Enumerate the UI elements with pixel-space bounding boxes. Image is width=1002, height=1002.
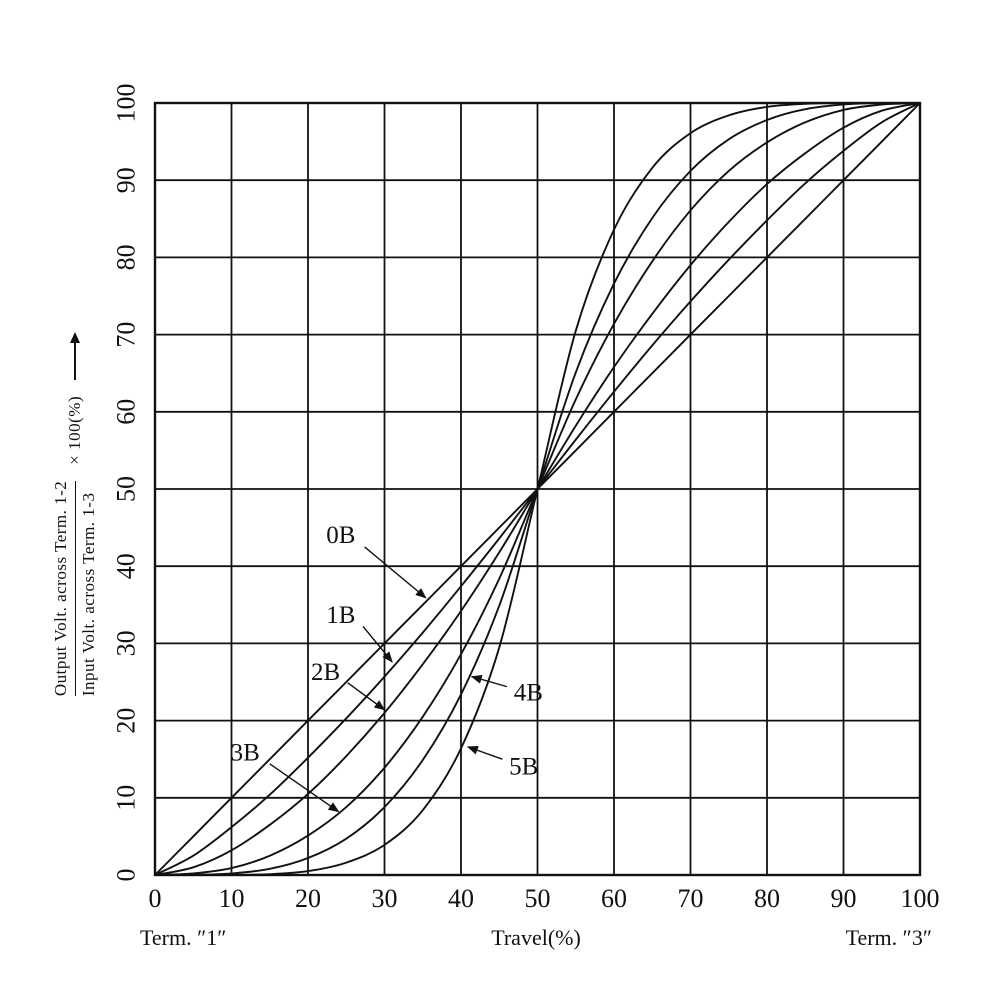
y-axis-title: Output Volt. across Term. 1-2 Input Volt… bbox=[35, 235, 115, 795]
fraction-numerator: Output Volt. across Term. 1-2 bbox=[49, 480, 76, 697]
x-tick-label: 40 bbox=[448, 884, 474, 913]
y-axis-fraction: Output Volt. across Term. 1-2 Input Volt… bbox=[49, 480, 101, 697]
y-tick-label: 50 bbox=[112, 476, 141, 502]
curve-label-1B: 1B bbox=[326, 602, 355, 629]
fraction-denominator: Input Volt. across Term. 1-3 bbox=[78, 492, 98, 697]
x-tick-label: 80 bbox=[754, 884, 780, 913]
x-axis-footer: Term. ″1″ Travel(%) Term. ″3″ bbox=[140, 925, 932, 951]
x-tick-label: 90 bbox=[831, 884, 857, 913]
y-tick-label: 40 bbox=[112, 553, 141, 579]
terminal-3-label: Term. ″3″ bbox=[845, 925, 932, 950]
x-tick-label: 20 bbox=[295, 884, 321, 913]
x-tick-label: 0 bbox=[149, 884, 162, 913]
curve-label-5B: 5B bbox=[509, 753, 538, 780]
annotation-arrow bbox=[269, 763, 340, 813]
y-tick-label: 0 bbox=[112, 869, 141, 882]
y-tick-label: 90 bbox=[112, 167, 141, 193]
x-tick-label: 100 bbox=[901, 884, 940, 913]
annotation-arrow bbox=[364, 546, 427, 599]
axis-direction-arrow-icon bbox=[74, 333, 76, 380]
x-axis-title: Travel(%) bbox=[491, 925, 581, 950]
plot-border bbox=[153, 101, 922, 877]
curve-label-0B: 0B bbox=[326, 522, 355, 549]
x-tick-label: 50 bbox=[525, 884, 551, 913]
curve-label-3B: 3B bbox=[231, 740, 260, 767]
curve-label-4B: 4B bbox=[514, 679, 543, 706]
curve-5B bbox=[154, 102, 921, 876]
curve-label-2B: 2B bbox=[311, 659, 340, 686]
x-tick-label: 60 bbox=[601, 884, 627, 913]
x-tick-label: 30 bbox=[372, 884, 398, 913]
annotation-arrow bbox=[362, 625, 393, 663]
y-tick-label: 20 bbox=[112, 708, 141, 734]
y-tick-label: 80 bbox=[112, 244, 141, 270]
y-tick-label: 30 bbox=[112, 630, 141, 656]
y-tick-label: 60 bbox=[112, 399, 141, 425]
x-tick-label: 70 bbox=[678, 884, 704, 913]
annotation-arrow bbox=[466, 745, 503, 760]
y-tick-label: 10 bbox=[112, 785, 141, 811]
annotation-arrow bbox=[347, 682, 386, 711]
y-axis-multiplier: × 100(%) bbox=[65, 395, 84, 465]
terminal-1-label: Term. ″1″ bbox=[140, 925, 227, 950]
x-tick-label: 10 bbox=[219, 884, 245, 913]
y-tick-label: 100 bbox=[112, 84, 141, 123]
y-tick-label: 70 bbox=[112, 322, 141, 348]
annotation-arrow bbox=[470, 675, 508, 688]
